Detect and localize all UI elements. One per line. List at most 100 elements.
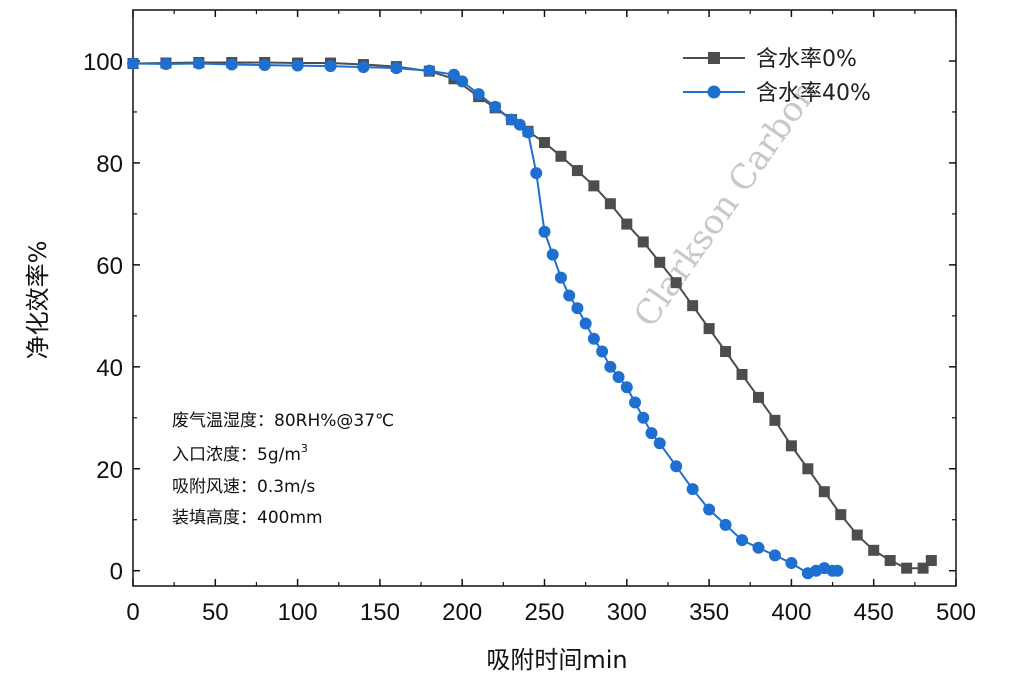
series-0-point-23 [670, 277, 682, 289]
annotation-line-1: 废气温湿度：80RH%@37℃ [172, 411, 394, 431]
series-1-point-21 [563, 289, 576, 302]
x-tick-label-7: 350 [689, 599, 729, 626]
x-tick-label-10: 500 [936, 599, 976, 626]
x-tick-label-9: 450 [854, 599, 894, 626]
series-0-point-32 [818, 486, 830, 498]
series-1-point-35 [703, 503, 716, 516]
x-tick-label-0: 0 [126, 599, 139, 626]
series-1-point-20 [554, 271, 567, 284]
series-1-point-23 [579, 317, 592, 330]
series-1-point-26 [604, 360, 617, 373]
series-0-point-33 [835, 509, 847, 521]
series-1-point-17 [530, 167, 543, 180]
series-1-point-40 [785, 557, 798, 570]
series-1-point-45 [831, 564, 844, 577]
x-tick-label-2: 100 [278, 599, 318, 626]
y-tick-label-4: 80 [96, 151, 123, 178]
y-tick-label-2: 40 [96, 355, 123, 382]
annotation-line-2-text: 入口浓度：5g/m [172, 445, 301, 465]
series-1-point-1 [159, 58, 172, 71]
series-0-point-26 [720, 346, 732, 358]
series-1-point-30 [637, 411, 650, 424]
series-1-point-19 [546, 248, 559, 261]
series-0-point-29 [769, 414, 781, 426]
series-1-point-0 [127, 57, 139, 70]
series-1-point-7 [357, 61, 370, 74]
series-0-point-17 [571, 165, 583, 177]
legend: 含水率0% 含水率40% [683, 47, 871, 106]
series-1-point-24 [587, 332, 600, 345]
series-0-point-27 [736, 368, 748, 380]
y-tick-label-5: 100 [83, 49, 123, 76]
series-1-point-4 [258, 59, 271, 72]
series-1-point-37 [736, 534, 749, 547]
x-tick-label-3: 150 [360, 599, 400, 626]
watermark: Clarkson Carbon [626, 73, 826, 335]
series-1-point-33 [670, 460, 683, 473]
series-1-point-27 [612, 371, 625, 384]
series-1-point-15 [513, 118, 526, 131]
series-1-point-2 [192, 57, 205, 70]
series-0-point-34 [851, 529, 863, 541]
series-1-point-28 [620, 381, 633, 394]
series-1-point-6 [324, 60, 337, 73]
series-1-point-12 [472, 88, 485, 101]
series-1-point-31 [645, 427, 658, 440]
legend-label-0: 含水率0% [756, 47, 857, 72]
series-markers [127, 57, 937, 580]
series-0-point-15 [539, 137, 550, 149]
x-axis-label: 吸附时间min [486, 646, 627, 674]
series-0-point-21 [637, 236, 649, 248]
series-1-point-3 [225, 58, 238, 71]
series-0-point-37 [901, 562, 913, 574]
series-line-0 [132, 61, 932, 570]
series-0-point-28 [752, 391, 764, 403]
series-0-point-39 [925, 555, 937, 567]
series-0-point-18 [588, 180, 600, 192]
series-1-point-11 [456, 75, 469, 88]
legend-label-1: 含水率40% [756, 81, 871, 106]
series-1-point-10 [447, 68, 460, 81]
x-tick-label-1: 50 [202, 599, 229, 626]
annotation-line-2: 入口浓度：5g/m3 [172, 442, 308, 465]
series-1-point-5 [291, 59, 304, 72]
series-lines [132, 61, 932, 575]
series-1-point-34 [686, 483, 699, 496]
watermark-text: Clarkson Carbon [626, 73, 826, 335]
series-1-point-32 [653, 437, 666, 450]
series-0-point-30 [785, 440, 797, 452]
series-1-point-36 [719, 518, 732, 531]
series-1-point-16 [522, 126, 535, 139]
series-1-point-18 [538, 225, 551, 238]
series-1-point-25 [596, 345, 609, 358]
series-0-point-20 [621, 218, 633, 230]
x-tick-label-8: 400 [771, 599, 811, 626]
series-0-point-19 [604, 198, 616, 210]
series-1-point-39 [768, 549, 781, 562]
series-0-point-35 [868, 544, 880, 556]
series-1-point-13 [489, 100, 502, 113]
annotation-line-2-superscript: 3 [301, 442, 308, 455]
y-axis-label: 净化效率% [24, 241, 52, 360]
x-tick-label-4: 200 [442, 599, 482, 626]
axis-ticks [132, 10, 957, 586]
annotation-line-4: 装填高度：400mm [172, 508, 323, 528]
series-0-point-22 [654, 256, 666, 268]
y-tick-label-3: 60 [96, 253, 123, 280]
series-1-point-29 [629, 396, 642, 409]
series-1-point-22 [571, 302, 584, 315]
series-0-point-31 [802, 463, 814, 475]
series-line-1 [132, 62, 838, 575]
y-tick-label-1: 20 [96, 457, 123, 484]
legend-marker-1 [707, 85, 721, 99]
x-tick-label-6: 300 [607, 599, 647, 626]
series-0-point-25 [703, 323, 715, 335]
series-1-point-9 [423, 64, 436, 77]
series-0-point-36 [884, 555, 896, 567]
legend-marker-0 [708, 52, 720, 64]
x-tick-label-5: 250 [524, 599, 564, 626]
series-0-point-24 [687, 300, 699, 312]
annotation-line-3: 吸附风速：0.3m/s [172, 477, 315, 497]
annotation-block: 废气温湿度：80RH%@37℃ 入口浓度：5g/m3 吸附风速：0.3m/s 装… [172, 411, 394, 528]
